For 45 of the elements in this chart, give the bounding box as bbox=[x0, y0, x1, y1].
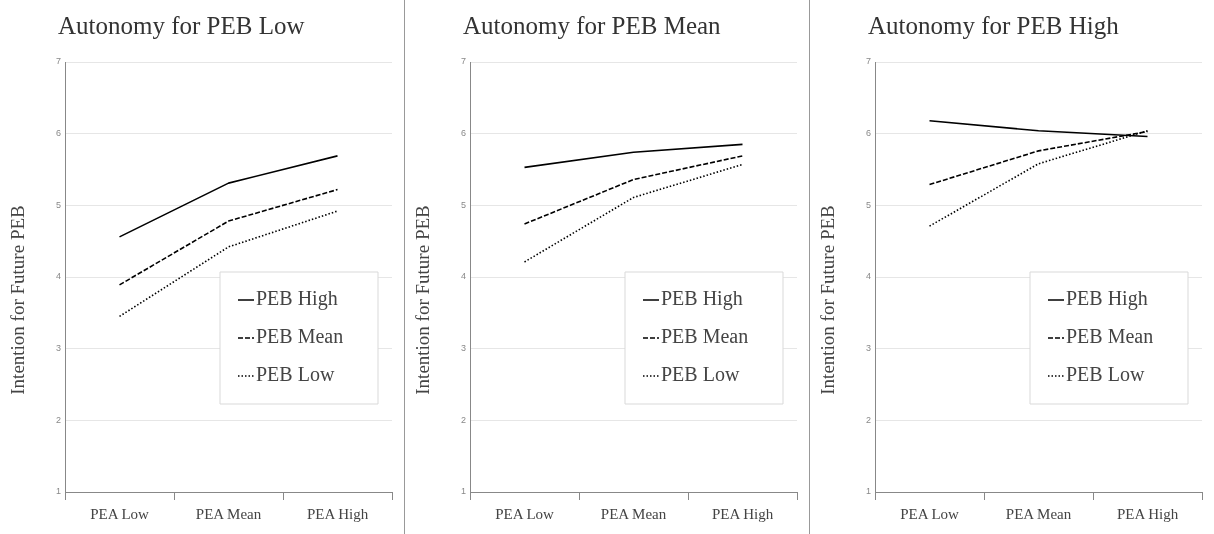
legend-label: PEB Low bbox=[1066, 363, 1145, 386]
legend-label: PEB Mean bbox=[1066, 325, 1154, 348]
y-axis-title: Intention for Future PEB bbox=[817, 205, 839, 395]
y-tick-label: 5 bbox=[55, 199, 62, 210]
chart-title: Autonomy for PEB High bbox=[868, 12, 1119, 40]
y-axis-title: Intention for Future PEB bbox=[412, 205, 434, 395]
y-tick-label: 2 bbox=[865, 414, 872, 425]
y-tick-label: 6 bbox=[865, 128, 872, 139]
y-tick-label: 1 bbox=[865, 486, 872, 497]
chart-title: Autonomy for PEB Mean bbox=[463, 12, 721, 40]
y-tick-label: 6 bbox=[55, 128, 62, 139]
y-tick-label: 2 bbox=[55, 414, 62, 425]
x-tick-label: PEA Mean bbox=[195, 505, 262, 522]
legend-label: PEB Mean bbox=[661, 325, 749, 348]
y-tick-label: 5 bbox=[865, 199, 872, 210]
y-tick-label: 5 bbox=[460, 199, 467, 210]
legend-label: PEB High bbox=[256, 287, 338, 311]
x-tick-label: PEA Mean bbox=[1005, 505, 1072, 522]
y-tick-label: 1 bbox=[460, 486, 467, 497]
y-tick-label: 1 bbox=[55, 486, 62, 497]
y-tick-label: 4 bbox=[460, 271, 467, 282]
legend-label: PEB Mean bbox=[256, 325, 344, 348]
y-axis-title: Intention for Future PEB bbox=[7, 205, 29, 395]
y-tick-label: 6 bbox=[460, 128, 467, 139]
y-tick-label: 7 bbox=[55, 56, 62, 67]
x-tick-label: PEA High bbox=[1116, 505, 1179, 522]
legend-label: PEB High bbox=[661, 287, 743, 311]
legend-label: PEB Low bbox=[256, 363, 335, 386]
y-tick-label: 4 bbox=[865, 271, 872, 282]
y-tick-label: 3 bbox=[55, 343, 62, 354]
x-tick-label: PEA High bbox=[711, 505, 774, 522]
legend-label: PEB Low bbox=[661, 363, 740, 386]
x-tick-label: PEA High bbox=[306, 505, 369, 522]
x-tick-label: PEA Mean bbox=[600, 505, 667, 522]
y-tick-label: 2 bbox=[460, 414, 467, 425]
x-tick-label: PEA Low bbox=[495, 505, 555, 522]
y-tick-label: 3 bbox=[460, 343, 467, 354]
chart-title: Autonomy for PEB Low bbox=[58, 12, 305, 40]
y-tick-label: 4 bbox=[55, 271, 62, 282]
x-tick-label: PEA Low bbox=[900, 505, 960, 522]
legend-label: PEB High bbox=[1066, 287, 1148, 311]
y-tick-label: 3 bbox=[865, 343, 872, 354]
y-tick-label: 7 bbox=[865, 56, 872, 67]
y-tick-label: 7 bbox=[460, 56, 467, 67]
x-tick-label: PEA Low bbox=[90, 505, 150, 522]
